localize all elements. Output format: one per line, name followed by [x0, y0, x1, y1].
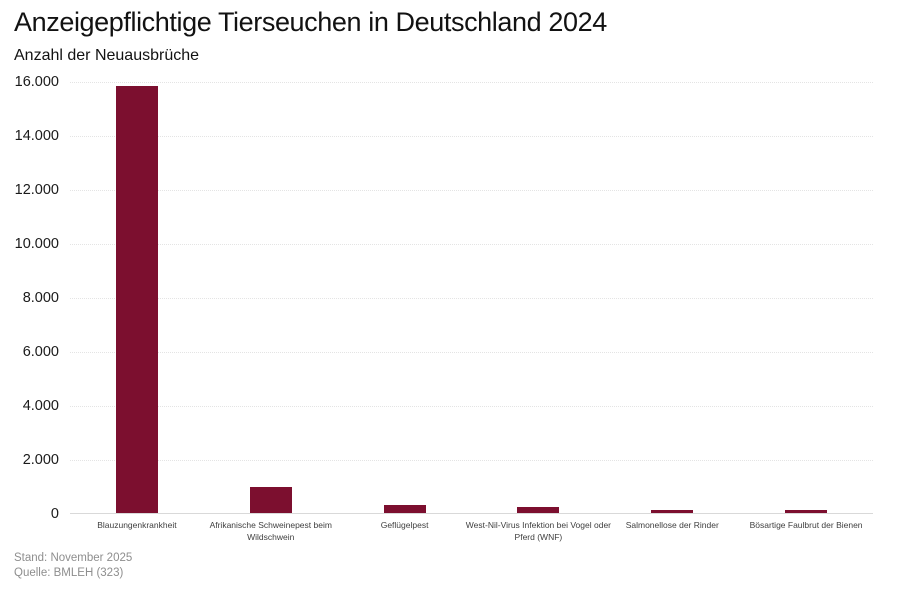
bar-3 — [517, 506, 560, 513]
bar-4 — [651, 509, 694, 513]
y-tick-label: 6.000 — [22, 344, 59, 360]
gridline-2000 — [70, 460, 873, 461]
y-axis-labels: 0 2.000 4.000 6.000 8.000 10.000 12.000 14.000 1… — [0, 74, 59, 522]
gridline-12000 — [70, 190, 873, 191]
bar-1 — [249, 487, 292, 513]
chart-title: Anzeigepflichtige Tierseuchen in Deutsch… — [14, 7, 607, 37]
footer-stand: Stand: November 2025 — [14, 552, 133, 564]
gridline-6000 — [70, 352, 873, 353]
x-axis-labels: Blauzungenkrankheit Afrikanische Schweine… — [70, 520, 873, 550]
gridline-10000 — [70, 244, 873, 245]
y-tick-label: 8.000 — [22, 290, 59, 306]
y-tick-label: 12.000 — [14, 182, 59, 198]
y-tick-label: 16.000 — [14, 74, 59, 90]
x-tick-label-0: Blauzungenkrankheit — [97, 520, 177, 530]
x-tick-label-3: West-Nil-Virus Infektion bei Vogel oder … — [465, 520, 611, 542]
y-tick-label: 10.000 — [14, 236, 59, 252]
chart-subtitle: Anzahl der Neuausbrüche — [14, 47, 200, 64]
y-tick-label: 14.000 — [14, 128, 59, 144]
x-tick-label-5: Bösartige Faulbrut der Bienen — [749, 520, 863, 530]
chart-footer: Stand: November 2025 Quelle: BMLEH (323) — [14, 551, 132, 581]
bar-0 — [115, 86, 158, 513]
gridline-14000 — [70, 136, 873, 137]
footer-quelle: Quelle: BMLEH (323) — [14, 566, 124, 579]
gridline-4000 — [70, 406, 873, 407]
x-tick-label-2: Geflügelpest — [380, 520, 429, 530]
y-tick-label: 4.000 — [22, 398, 59, 414]
plot-area — [70, 82, 873, 514]
x-axis-line — [70, 513, 873, 514]
y-tick-label: 0 — [50, 506, 59, 522]
x-tick-label-1: Afrikanische Schweinepest beim Wildschwe… — [209, 520, 332, 542]
bar-5 — [785, 510, 828, 513]
gridline-8000 — [70, 298, 873, 299]
gridline-16000 — [70, 82, 873, 83]
y-tick-label: 2.000 — [22, 452, 59, 468]
x-tick-label-4: Salmonellose der Rinder — [625, 520, 719, 530]
bar-2 — [383, 504, 426, 513]
